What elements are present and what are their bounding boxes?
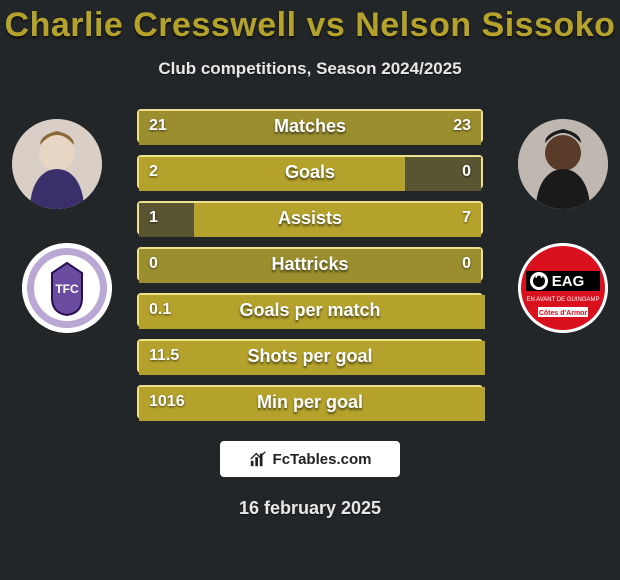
club-left-logo: TFC: [22, 243, 112, 333]
chart-icon: [249, 450, 267, 468]
svg-text:TFC: TFC: [55, 282, 79, 296]
stat-row: Matches2123: [137, 109, 483, 143]
stat-bar-left: [139, 387, 485, 421]
svg-text:EAG: EAG: [552, 273, 585, 290]
svg-text:EN AVANT DE GUINGAMP: EN AVANT DE GUINGAMP: [526, 297, 599, 303]
stat-bar-left: [139, 249, 312, 283]
stat-bar-right: [405, 157, 481, 191]
stat-row: Min per goal1016: [137, 385, 483, 419]
club-right-logo: EAG EN AVANT DE GUINGAMP Côtes d'Armor: [518, 243, 608, 333]
stat-row: Goals per match0.1: [137, 293, 483, 327]
stat-row: Assists17: [137, 201, 483, 235]
stat-bar-right: [308, 249, 481, 283]
stat-bar-right: [301, 111, 481, 145]
svg-text:Côtes d'Armor: Côtes d'Armor: [539, 310, 588, 317]
stat-bar-right: [194, 203, 481, 237]
player-left-name: Charlie Cresswell: [5, 6, 297, 44]
stat-row: Goals20: [137, 155, 483, 189]
stat-bar-left: [139, 111, 305, 145]
player-left-photo: [12, 119, 102, 209]
stat-bar-left: [139, 203, 198, 237]
page-title: Charlie Cresswell vs Nelson Sissoko: [0, 0, 620, 45]
stat-row: Shots per goal11.5: [137, 339, 483, 373]
comparison-stage: TFC EAG EN AVANT DE GUINGAMP Côtes d'Arm…: [0, 109, 620, 449]
stat-bar-left: [139, 157, 409, 191]
player-right-name: Nelson Sissoko: [355, 6, 615, 44]
player-right-photo: [518, 119, 608, 209]
stat-bar-left: [139, 341, 485, 375]
vs-separator: vs: [297, 6, 356, 44]
stat-row: Hattricks00: [137, 247, 483, 281]
stat-bar-left: [139, 295, 485, 329]
page-subtitle: Club competitions, Season 2024/2025: [0, 59, 620, 79]
stat-bars: Matches2123 Goals20 Assists17 Hattricks00 Go…: [137, 109, 483, 431]
footer-site-badge: FcTables.com: [220, 441, 400, 477]
footer-site-text: FcTables.com: [273, 451, 372, 468]
footer-date: 16 february 2025: [0, 498, 620, 519]
